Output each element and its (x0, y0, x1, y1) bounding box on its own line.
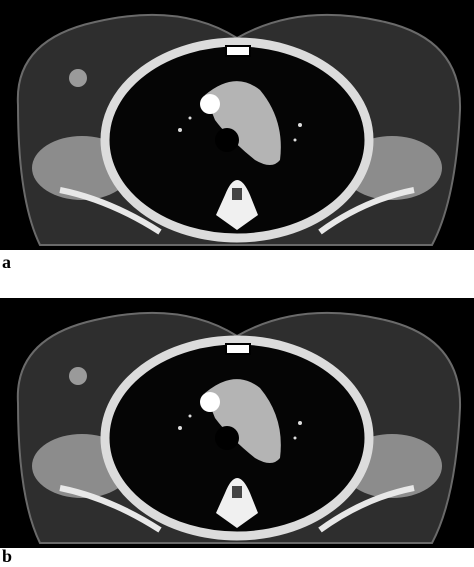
ct-scan (0, 298, 474, 548)
panel-label: b (2, 546, 13, 566)
ct-scan (0, 0, 474, 250)
panel-label: a (2, 252, 11, 272)
